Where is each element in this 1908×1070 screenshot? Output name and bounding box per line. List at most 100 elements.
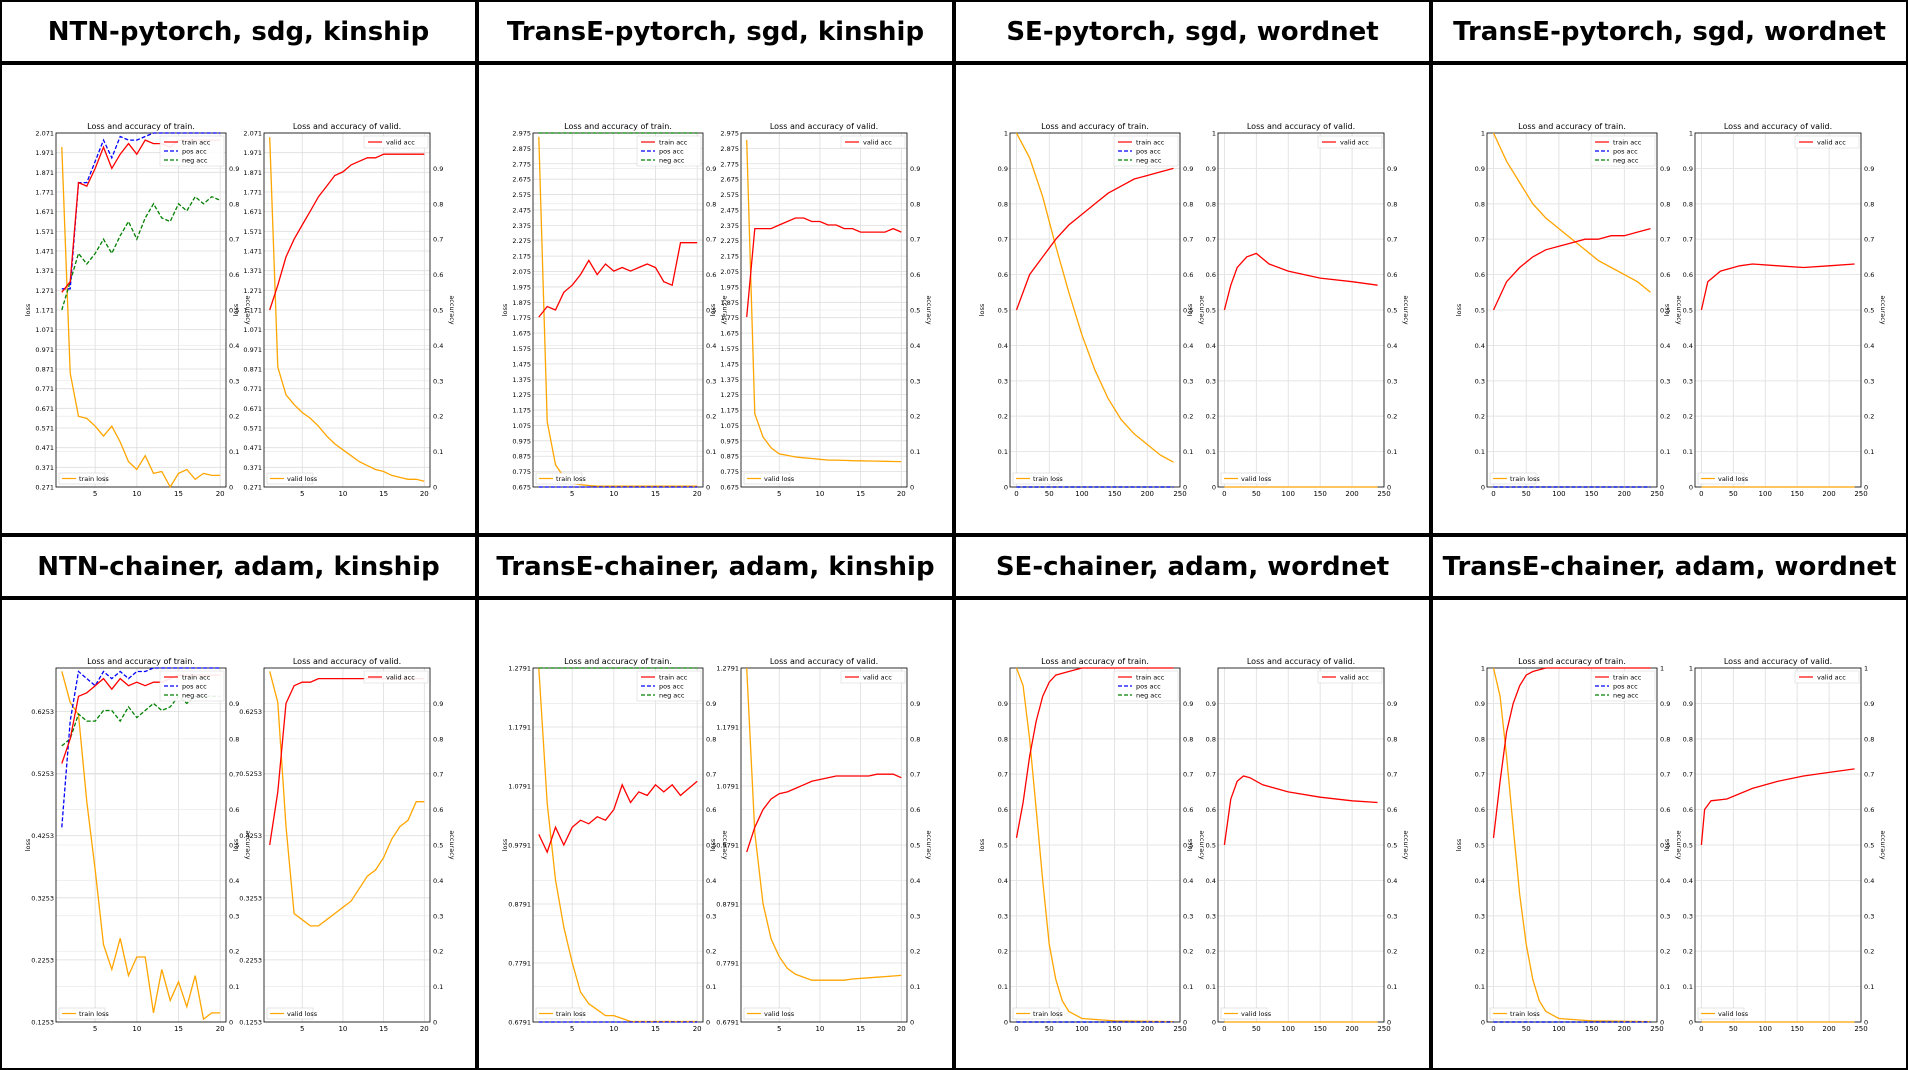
train-panel-title: Loss and accuracy of train. xyxy=(1041,122,1149,131)
chart-figure: Loss and accuracy of train. 5 10 15 20 0.6253… xyxy=(24,657,456,1033)
loss-tick-label: 0.9 xyxy=(1475,165,1485,173)
loss-tick-label: 1.2791 xyxy=(716,665,739,673)
loss-tick-label: 0 xyxy=(1004,484,1008,492)
loss-tick-label: 0.8 xyxy=(1683,735,1693,743)
y-axis-label-loss: loss xyxy=(24,838,32,851)
valid-acc-line xyxy=(1700,263,1855,311)
loss-tick-label: 0.6253 xyxy=(239,708,262,716)
train-acc-line xyxy=(1015,667,1174,839)
loss-tick-label: 2.775 xyxy=(720,160,739,168)
train-acc-line xyxy=(1015,167,1174,311)
x-tick-label: 150 xyxy=(1313,490,1326,498)
loss-tick-label: 1.275 xyxy=(720,391,739,399)
loss-tick-label: 2.375 xyxy=(512,222,531,230)
loss-tick-label: 0.5253 xyxy=(31,770,54,778)
y-axis-label-accuracy: accuracy xyxy=(1879,295,1887,324)
loss-tick-label: 0.4 xyxy=(998,342,1008,350)
acc-tick-label: 0.6 xyxy=(706,806,716,814)
loss-tick-label: 0.9 xyxy=(998,165,1008,173)
acc-tick-label: 0.2 xyxy=(433,413,443,421)
loss-tick-label: 0.1 xyxy=(1683,983,1693,991)
x-tick-label: 150 xyxy=(1108,490,1121,498)
acc-tick-label: 0.7 xyxy=(1660,771,1670,779)
loss-tick-label: 1.671 xyxy=(35,208,54,216)
acc-tick-label: 0.3 xyxy=(910,912,920,920)
train-loss-line xyxy=(538,136,698,487)
y-axis-label-loss: loss xyxy=(24,303,32,316)
x-tick-label: 15 xyxy=(174,1025,183,1033)
x-tick-label: 0 xyxy=(1699,490,1703,498)
legend-box xyxy=(840,135,906,149)
loss-tick-label: 0.4 xyxy=(1206,342,1216,350)
legend-label: pos acc xyxy=(659,683,684,691)
valid-acc-line xyxy=(746,773,902,853)
loss-tick-label: 0.7 xyxy=(1475,771,1485,779)
acc-tick-label: 0.5 xyxy=(229,842,239,850)
chart-cell: Loss and accuracy of train. 0 50 100 150 200 2… xyxy=(954,63,1431,535)
chart-figure: Loss and accuracy of train. 5 10 15 20 2.975 2… xyxy=(501,122,933,498)
loss-tick-label: 0.3 xyxy=(998,377,1008,385)
x-tick-label: 10 xyxy=(609,1025,618,1033)
loss-tick-label: 1.271 xyxy=(35,287,54,295)
acc-tick-label: 0.9 xyxy=(1660,700,1670,708)
legend-box xyxy=(743,472,791,485)
loss-tick-label: 0.7 xyxy=(1683,236,1693,244)
legend-label: valid loss xyxy=(764,1010,795,1018)
legend-box xyxy=(266,472,314,485)
x-tick-label: 10 xyxy=(132,1025,141,1033)
loss-tick-label: 1.1791 xyxy=(716,724,739,732)
acc-tick-label: 0.7 xyxy=(229,771,239,779)
legend-label: neg acc xyxy=(182,157,208,165)
loss-tick-label: 1.075 xyxy=(512,422,531,430)
loss-tick-label: 1.171 xyxy=(35,307,54,315)
acc-tick-label: 0.2 xyxy=(1864,413,1874,421)
x-tick-label: 5 xyxy=(93,1025,97,1033)
legend-label: train acc xyxy=(659,674,688,682)
loss-tick-label: 1.771 xyxy=(35,189,54,197)
loss-tick-label: 0.8 xyxy=(1475,735,1485,743)
legend-label: train loss xyxy=(1510,475,1540,483)
x-tick-label: 15 xyxy=(379,1025,388,1033)
legend-label: train loss xyxy=(1033,1010,1063,1018)
acc-tick-label: 0.5 xyxy=(706,842,716,850)
acc-tick-label: 0.6 xyxy=(1387,271,1397,279)
x-tick-label: 250 xyxy=(1377,1025,1390,1033)
loss-tick-label: 0.1 xyxy=(1475,983,1485,991)
acc-tick-label: 0.1 xyxy=(1183,983,1193,991)
x-tick-label: 0 xyxy=(1699,1025,1703,1033)
loss-tick-label: 0.771 xyxy=(35,385,54,393)
legend-box xyxy=(1489,472,1537,485)
chart-heading: SE-chainer, adam, wordnet xyxy=(954,535,1431,598)
acc-tick-label: 0.7 xyxy=(433,771,443,779)
x-tick-label: 15 xyxy=(856,490,865,498)
loss-tick-label: 0.971 xyxy=(35,346,54,354)
acc-tick-label: 0.9 xyxy=(433,700,443,708)
legend-label: valid loss xyxy=(764,475,795,483)
acc-tick-label: 0.3 xyxy=(706,912,716,920)
axes-frame xyxy=(55,132,227,488)
x-tick-label: 20 xyxy=(420,1025,429,1033)
legend-label: neg acc xyxy=(1136,157,1162,165)
loss-tick-label: 0.571 xyxy=(243,425,262,433)
loss-tick-label: 0.7791 xyxy=(508,960,531,968)
legend-label: valid acc xyxy=(1817,674,1846,682)
x-tick-label: 250 xyxy=(1173,490,1186,498)
loss-tick-label: 1.471 xyxy=(243,248,262,256)
acc-tick-label: 0.4 xyxy=(1183,877,1193,885)
loss-tick-label: 0.3 xyxy=(1683,377,1693,385)
train-panel-title: Loss and accuracy of train. xyxy=(1041,657,1149,666)
legend-label: train loss xyxy=(79,1010,109,1018)
loss-tick-label: 2.775 xyxy=(512,160,531,168)
x-tick-label: 50 xyxy=(1045,490,1054,498)
train-panel-title: Loss and accuracy of train. xyxy=(1518,122,1626,131)
acc-tick-label: 0.1 xyxy=(433,448,443,456)
loss-tick-label: 0.975 xyxy=(720,437,739,445)
acc-tick-label: 0.8 xyxy=(1183,735,1193,743)
x-tick-label: 0 xyxy=(1222,1025,1226,1033)
acc-tick-label: 0.7 xyxy=(1864,771,1874,779)
y-axis-label-accuracy: accuracy xyxy=(925,295,933,324)
chart-cell: Loss and accuracy of train. 0 50 100 150 200 2… xyxy=(954,598,1431,1070)
pos-acc-line xyxy=(61,132,221,290)
acc-tick-label: 0.8 xyxy=(1864,735,1874,743)
